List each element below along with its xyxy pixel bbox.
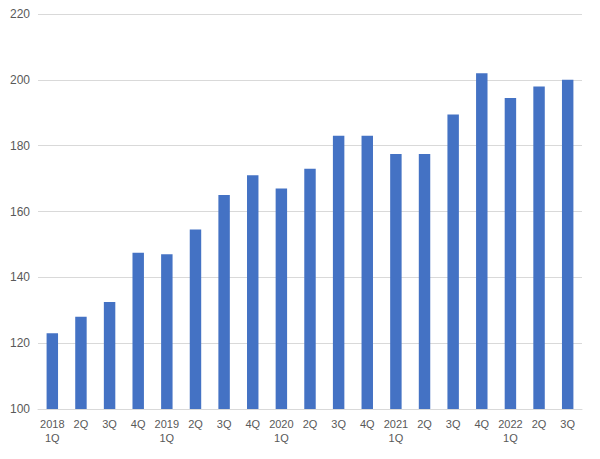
svg-text:4Q: 4Q	[360, 418, 375, 430]
svg-text:160: 160	[10, 205, 30, 219]
svg-text:3Q: 3Q	[446, 418, 461, 430]
svg-text:4Q: 4Q	[474, 418, 489, 430]
svg-text:2018: 2018	[40, 418, 64, 430]
svg-text:2021: 2021	[384, 418, 408, 430]
svg-text:3Q: 3Q	[102, 418, 117, 430]
svg-text:140: 140	[10, 270, 30, 284]
svg-text:2Q: 2Q	[74, 418, 89, 430]
svg-text:4Q: 4Q	[131, 418, 146, 430]
svg-text:2022: 2022	[498, 418, 522, 430]
svg-text:100: 100	[10, 402, 30, 416]
svg-text:2020: 2020	[269, 418, 293, 430]
svg-text:220: 220	[10, 7, 30, 21]
svg-text:200: 200	[10, 73, 30, 87]
svg-text:2Q: 2Q	[188, 418, 203, 430]
svg-text:1Q: 1Q	[159, 432, 174, 444]
svg-text:1Q: 1Q	[274, 432, 289, 444]
svg-text:3Q: 3Q	[217, 418, 232, 430]
svg-text:3Q: 3Q	[560, 418, 575, 430]
svg-text:4Q: 4Q	[245, 418, 260, 430]
svg-text:3Q: 3Q	[331, 418, 346, 430]
svg-text:180: 180	[10, 139, 30, 153]
svg-text:2Q: 2Q	[417, 418, 432, 430]
svg-text:2Q: 2Q	[303, 418, 318, 430]
svg-text:1Q: 1Q	[503, 432, 518, 444]
svg-text:120: 120	[10, 336, 30, 350]
svg-text:1Q: 1Q	[389, 432, 404, 444]
svg-text:1Q: 1Q	[45, 432, 60, 444]
svg-text:2019: 2019	[155, 418, 179, 430]
svg-text:2Q: 2Q	[532, 418, 547, 430]
